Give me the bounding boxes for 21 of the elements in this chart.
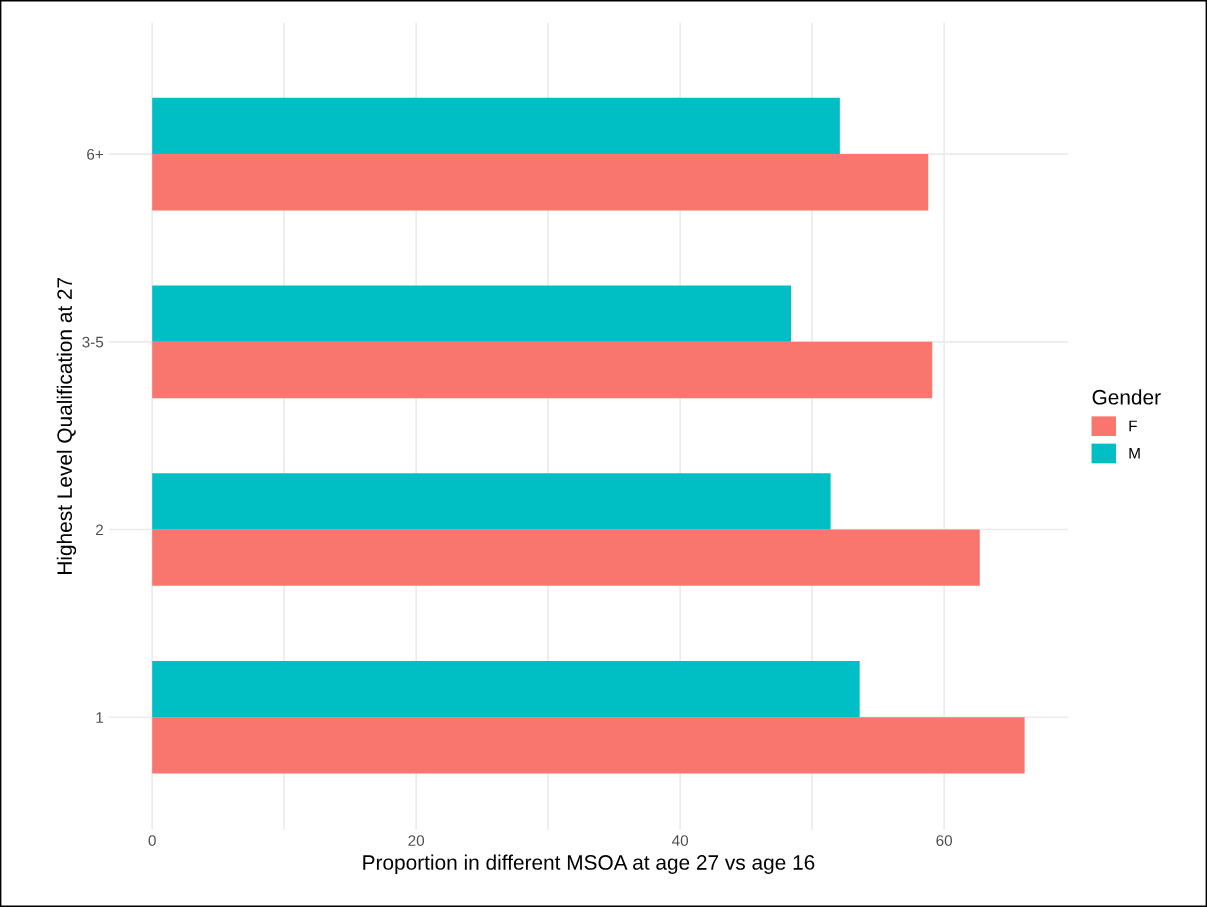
bar (152, 341, 933, 399)
x-tick-label: 60 (936, 835, 953, 846)
y-tick-label: 2 (96, 524, 103, 536)
bar (152, 473, 831, 530)
bar (152, 660, 860, 718)
legend-title: Gender (1092, 389, 1161, 405)
bar (152, 285, 792, 342)
x-tick-label: 0 (148, 835, 156, 846)
legend-label: F (1129, 420, 1137, 432)
y-tick-label: 3-5 (82, 336, 104, 348)
bar (152, 717, 1025, 774)
y-tick-label: 1 (96, 712, 104, 723)
bar (152, 529, 980, 586)
x-axis-title: Proportion in different MSOA at age 27 vs age 16 (363, 854, 815, 874)
legend-label: M (1129, 447, 1140, 459)
bar (152, 154, 929, 211)
x-tick-label: 40 (672, 835, 689, 846)
y-axis-title: Highest Level Qualification at 27 (56, 277, 77, 574)
x-tick-label: 20 (408, 835, 425, 846)
y-tick-label: 6+ (87, 148, 104, 160)
bar (152, 97, 840, 155)
